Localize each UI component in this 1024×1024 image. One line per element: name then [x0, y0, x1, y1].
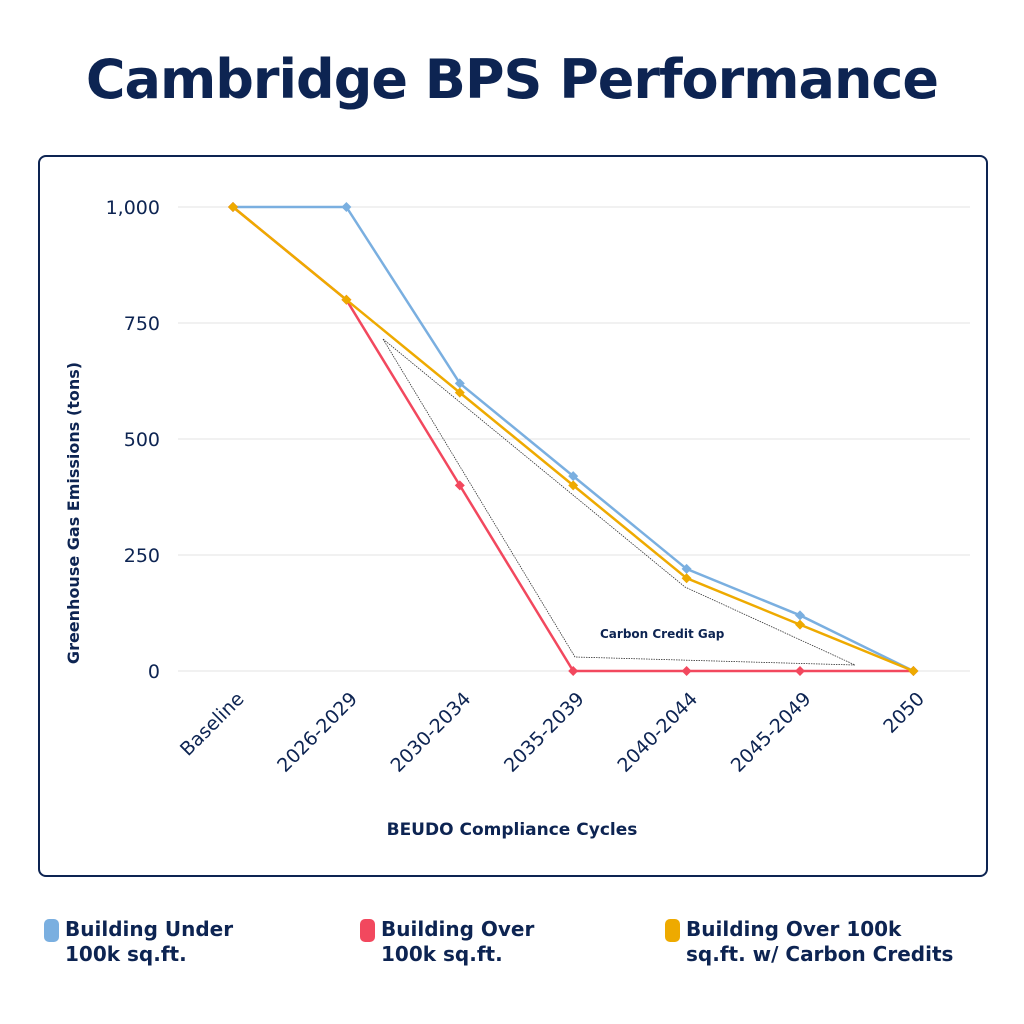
data-point	[681, 563, 692, 574]
chart-title: Cambridge BPS Performance	[85, 48, 939, 111]
y-tick-label: 0	[148, 661, 160, 683]
data-point	[454, 480, 465, 491]
carbon-credit-gap-outline	[382, 338, 856, 666]
legend-label: Building Under	[65, 917, 234, 941]
data-point	[454, 378, 465, 389]
legend-swatch	[665, 919, 680, 942]
data-point	[795, 666, 805, 676]
x-tick-label: 2035-2039	[500, 688, 589, 777]
carbon-credit-gap-label: Carbon Credit Gap	[600, 627, 725, 641]
x-tick-label: Baseline	[176, 688, 249, 761]
legend-label: 100k sq.ft.	[381, 942, 503, 966]
x-axis-title: BEUDO Compliance Cycles	[387, 820, 638, 840]
legend-swatch	[44, 919, 59, 942]
y-tick-label: 750	[124, 313, 160, 335]
data-point	[908, 666, 919, 676]
x-tick-label: 2030-2034	[387, 688, 476, 777]
legend-label: 100k sq.ft.	[65, 942, 187, 966]
y-tick-label: 500	[124, 429, 160, 451]
legend-label: Building Over	[381, 917, 535, 941]
chart-frame	[38, 155, 988, 877]
data-point	[795, 610, 805, 621]
data-point	[681, 666, 692, 676]
legend-item-under-100k: Building Under 100k sq.ft.	[44, 917, 233, 967]
data-point	[795, 619, 805, 630]
data-point	[341, 202, 352, 212]
legend-swatch	[360, 919, 375, 942]
x-tick-label: 2050	[879, 688, 929, 738]
x-tick-label: 2040-2044	[613, 688, 702, 777]
legend-label: Building Over 100k	[686, 917, 902, 941]
data-point	[568, 480, 579, 491]
x-tick-label: 2026-2029	[273, 688, 362, 777]
legend-label: sq.ft. w/ Carbon Credits	[686, 942, 954, 966]
y-tick-label: 250	[124, 545, 160, 567]
data-point	[681, 573, 692, 584]
data-point	[341, 294, 352, 305]
data-point	[568, 666, 579, 676]
x-tick-label: 2045-2049	[727, 688, 816, 777]
legend-item-over-100k: Building Over 100k sq.ft.	[360, 917, 534, 967]
y-tick-label: 1,000	[106, 197, 160, 219]
legend-item-over-100k-credits: Building Over 100k sq.ft. w/ Carbon Credi…	[665, 917, 953, 967]
data-point	[454, 387, 465, 398]
data-point	[568, 471, 579, 482]
data-point	[228, 202, 238, 212]
y-axis-title: Greenhouse Gas Emissions (tons)	[64, 362, 83, 664]
